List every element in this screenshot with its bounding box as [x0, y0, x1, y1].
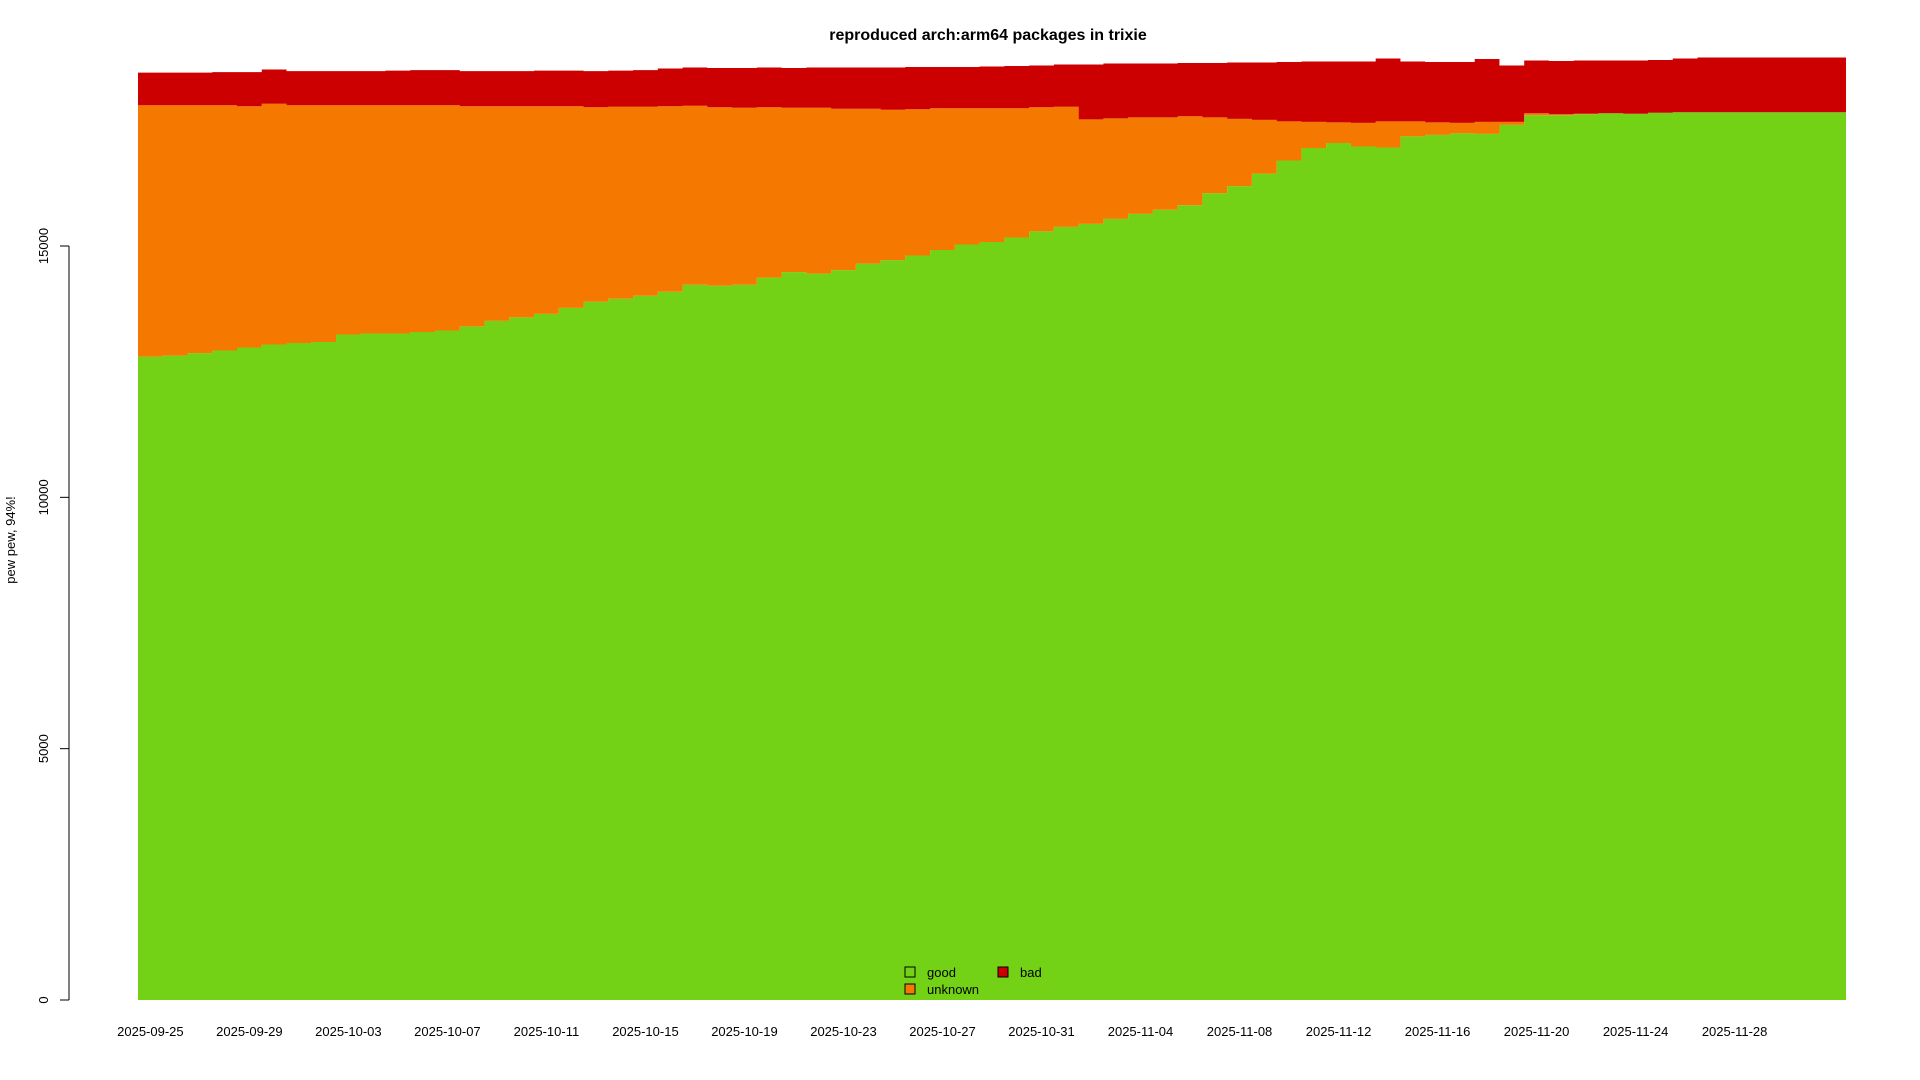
chart-title: reproduced arch:arm64 packages in trixie: [829, 27, 1147, 44]
x-tick-label: 2025-10-03: [315, 1024, 382, 1039]
x-tick-label: 2025-11-20: [1504, 1024, 1570, 1039]
x-tick-label: 2025-10-27: [909, 1024, 976, 1039]
x-tick-label: 2025-11-24: [1603, 1024, 1669, 1039]
y-tick-label: 5000: [36, 734, 51, 763]
x-tick-label: 2025-10-11: [514, 1024, 580, 1039]
x-tick-label: 2025-10-15: [612, 1024, 679, 1039]
legend-swatch-good: [904, 966, 916, 978]
legend-swatch-bad: [997, 966, 1009, 978]
legend-swatch-unknown: [904, 983, 916, 995]
x-tick-label: 2025-11-28: [1702, 1024, 1768, 1039]
y-tick-label: 0: [36, 996, 51, 1003]
x-tick-label: 2025-10-23: [810, 1024, 877, 1039]
x-tick-label: 2025-11-12: [1306, 1024, 1372, 1039]
x-tick-label: 2025-10-07: [414, 1024, 481, 1039]
legend: good bad unknown: [904, 965, 1042, 997]
plot-area: [138, 57, 1846, 1001]
series-area-good: [138, 112, 1846, 1001]
legend-label-bad: bad: [1020, 965, 1042, 980]
y-axis-title: pew pew, 94%!: [3, 496, 18, 583]
x-tick-label: 2025-09-25: [117, 1024, 184, 1039]
y-axis: 0 5000 10000 15000: [36, 228, 70, 1004]
x-tick-label: 2025-09-29: [216, 1024, 283, 1039]
x-tick-label: 2025-11-08: [1207, 1024, 1273, 1039]
x-tick-label: 2025-10-19: [711, 1024, 778, 1039]
x-axis: 2025-09-25 2025-09-29 2025-10-03 2025-10-07…: [117, 1024, 1767, 1039]
legend-label-unknown: unknown: [927, 982, 979, 997]
x-tick-label: 2025-11-16: [1405, 1024, 1471, 1039]
x-tick-label: 2025-11-04: [1108, 1024, 1174, 1039]
x-tick-label: 2025-10-31: [1008, 1024, 1075, 1039]
series-area-bad: [138, 57, 1846, 123]
series-area-unknown: [138, 103, 1846, 357]
y-tick-label: 15000: [36, 228, 51, 264]
legend-label-good: good: [927, 965, 956, 980]
y-tick-label: 10000: [36, 479, 51, 515]
